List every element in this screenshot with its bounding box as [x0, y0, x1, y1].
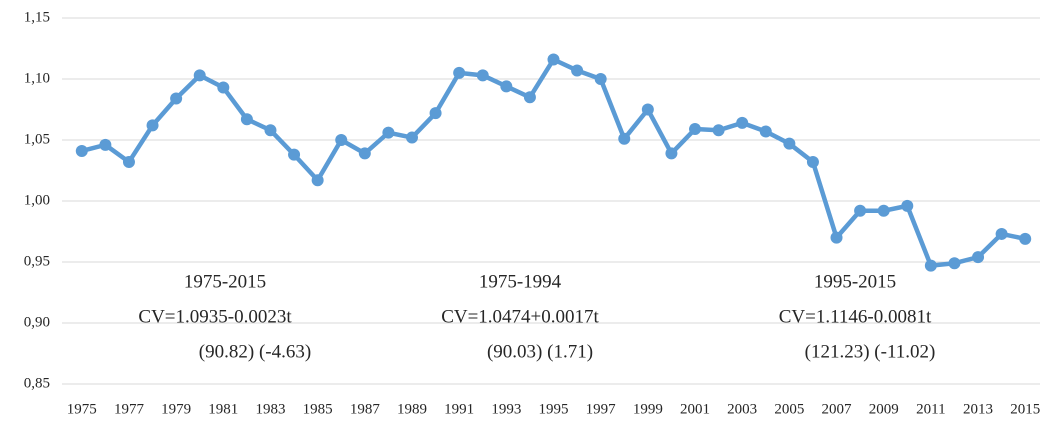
x-tick-label: 1987: [350, 401, 381, 417]
data-point: [783, 137, 796, 150]
data-point: [759, 125, 772, 138]
x-tick-label: 1995: [539, 401, 569, 417]
data-point: [217, 81, 230, 94]
data-point: [972, 251, 985, 264]
data-point: [830, 231, 843, 244]
data-point: [429, 107, 442, 120]
data-point: [170, 92, 183, 105]
data-point: [594, 73, 607, 85]
data-point: [571, 64, 584, 77]
x-tick-label: 2015: [1010, 401, 1040, 417]
data-point: [99, 138, 112, 151]
data-point: [500, 80, 513, 93]
data-point: [288, 148, 301, 161]
y-tick-label: 1,15: [24, 9, 50, 25]
data-point: [453, 66, 466, 79]
y-tick-label: 1,10: [24, 70, 50, 86]
annotation: CV=1.1146-0.0081t: [779, 306, 932, 327]
x-tick-label: 1999: [633, 401, 663, 417]
data-point: [712, 124, 725, 137]
annotation: (90.03) (1.71): [487, 341, 593, 362]
data-point: [877, 204, 890, 217]
annotation: 1995-2015: [814, 271, 896, 292]
annotation: 1975-1994: [479, 271, 562, 292]
data-point: [75, 144, 88, 157]
x-tick-label: 1993: [491, 401, 521, 417]
annotation: CV=1.0474+0.0017t: [441, 306, 599, 327]
data-point: [689, 123, 702, 136]
x-tick-label: 2011: [916, 401, 945, 417]
y-tick-label: 1,05: [24, 131, 50, 147]
x-tick-label: 2005: [774, 401, 804, 417]
data-point: [854, 204, 867, 217]
data-point: [193, 69, 206, 82]
data-point: [618, 132, 631, 145]
data-point: [358, 147, 371, 160]
x-tick-label: 1991: [444, 401, 474, 417]
data-point: [240, 113, 253, 126]
data-point: [736, 116, 749, 129]
data-point: [995, 227, 1008, 240]
y-tick-label: 0,90: [24, 314, 50, 330]
annotation: (90.82) (-4.63): [199, 341, 311, 362]
data-point: [924, 259, 937, 272]
data-point: [641, 103, 654, 116]
x-tick-label: 1997: [586, 401, 617, 417]
data-point: [547, 53, 560, 66]
data-point: [1019, 232, 1032, 245]
y-tick-label: 1,00: [24, 192, 50, 208]
x-tick-label: 2001: [680, 401, 710, 417]
x-tick-label: 1985: [303, 401, 333, 417]
data-point: [948, 257, 961, 270]
data-point: [146, 119, 159, 132]
data-point: [264, 124, 277, 137]
data-point: [665, 147, 678, 160]
x-tick-label: 2003: [727, 401, 757, 417]
data-point: [382, 126, 395, 139]
data-point: [335, 134, 348, 146]
x-tick-label: 1989: [397, 401, 427, 417]
annotation: (121.23) (-11.02): [805, 341, 936, 362]
annotation: CV=1.0935-0.0023t: [138, 306, 292, 327]
x-tick-label: 1983: [255, 401, 285, 417]
x-tick-label: 2007: [822, 401, 853, 417]
x-tick-label: 1981: [208, 401, 238, 417]
x-tick-label: 2013: [963, 401, 993, 417]
data-point: [901, 199, 914, 212]
data-point: [806, 155, 819, 168]
y-tick-label: 0,85: [24, 375, 50, 391]
data-point: [523, 91, 536, 104]
data-point: [476, 69, 489, 82]
x-tick-label: 1979: [161, 401, 191, 417]
x-tick-label: 1975: [67, 401, 97, 417]
x-tick-label: 2009: [869, 401, 899, 417]
annotation: 1975-2015: [184, 271, 266, 292]
data-point: [405, 131, 418, 144]
x-tick-label: 1977: [114, 401, 145, 417]
y-tick-label: 0,95: [24, 253, 50, 269]
data-point: [311, 174, 324, 187]
data-point: [122, 155, 135, 168]
